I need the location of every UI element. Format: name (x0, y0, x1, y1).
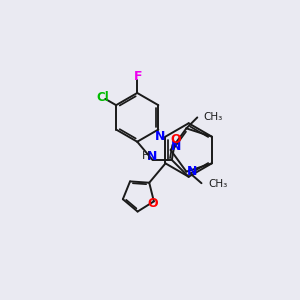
Text: F: F (134, 70, 142, 83)
Text: N: N (171, 140, 181, 153)
Text: H: H (142, 151, 150, 161)
Text: N: N (155, 130, 165, 142)
Text: N: N (147, 150, 158, 163)
Text: Cl: Cl (97, 91, 109, 104)
Text: CH₃: CH₃ (208, 179, 227, 189)
Text: CH₃: CH₃ (203, 112, 223, 122)
Text: O: O (147, 197, 158, 210)
Text: N: N (187, 165, 197, 178)
Text: O: O (170, 134, 181, 146)
